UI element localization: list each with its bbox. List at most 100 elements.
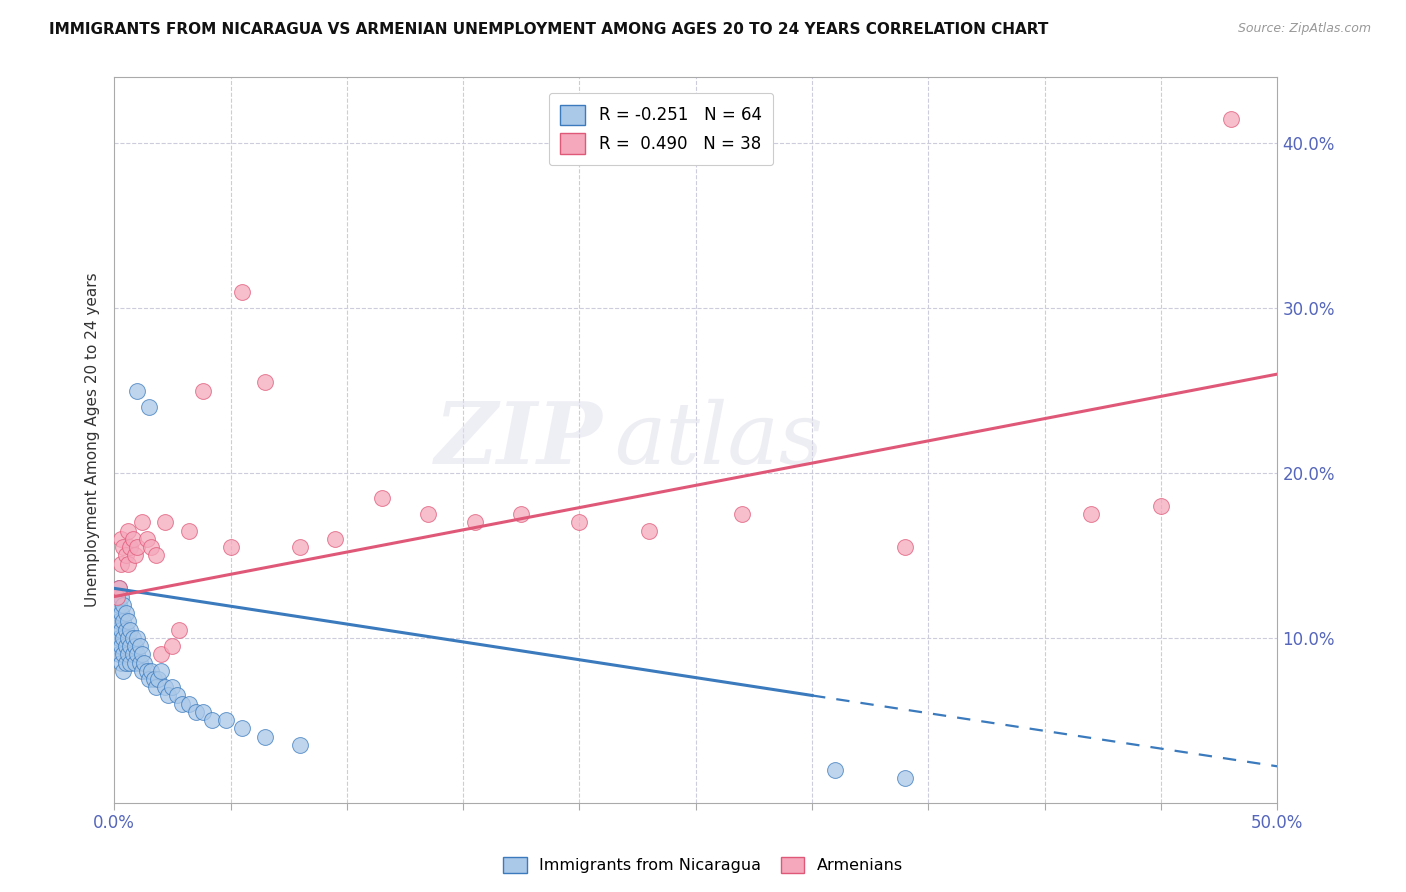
Point [290, 540, 312, 554]
Point [112, 664, 135, 678]
Point [128, 656, 150, 670]
Point [1219, 112, 1241, 126]
Point [114, 639, 136, 653]
Point [114, 656, 136, 670]
Point [112, 540, 135, 554]
Point [114, 623, 136, 637]
Point [510, 507, 533, 521]
Point [112, 598, 135, 612]
Point [155, 516, 177, 530]
Point [141, 664, 163, 678]
Point [141, 540, 163, 554]
Point [110, 557, 132, 571]
Point [177, 524, 200, 538]
Point [370, 491, 392, 505]
Point [162, 639, 184, 653]
Point [138, 672, 160, 686]
Point [323, 532, 346, 546]
Point [149, 647, 172, 661]
Point [112, 631, 135, 645]
Point [110, 623, 132, 637]
Point [131, 664, 153, 678]
Point [127, 540, 149, 554]
Point [219, 540, 242, 554]
Point [162, 680, 184, 694]
Point [114, 606, 136, 620]
Point [110, 656, 132, 670]
Legend: Immigrants from Nicaragua, Armenians: Immigrants from Nicaragua, Armenians [496, 850, 910, 880]
Point [112, 647, 135, 661]
Point [142, 672, 165, 686]
Point [731, 507, 754, 521]
Point [105, 623, 128, 637]
Point [121, 647, 143, 661]
Point [568, 516, 591, 530]
Point [824, 763, 846, 777]
Point [638, 524, 661, 538]
Point [201, 713, 224, 727]
Point [1150, 499, 1173, 513]
Point [191, 705, 214, 719]
Point [184, 705, 207, 719]
Point [131, 516, 153, 530]
Point [254, 376, 277, 390]
Point [254, 730, 277, 744]
Point [131, 647, 153, 661]
Point [156, 689, 179, 703]
Point [894, 540, 917, 554]
Point [148, 672, 170, 686]
Point [418, 507, 440, 521]
Point [120, 639, 142, 653]
Point [145, 549, 167, 563]
Point [121, 631, 143, 645]
Point [117, 557, 139, 571]
Point [170, 697, 193, 711]
Point [464, 516, 486, 530]
Point [120, 540, 142, 554]
Point [138, 400, 160, 414]
Point [121, 532, 143, 546]
Point [108, 647, 131, 661]
Point [108, 615, 131, 629]
Point [231, 285, 253, 299]
Point [105, 639, 128, 653]
Point [124, 549, 146, 563]
Point [169, 623, 191, 637]
Text: IMMIGRANTS FROM NICARAGUA VS ARMENIAN UNEMPLOYMENT AMONG AGES 20 TO 24 YEARS COR: IMMIGRANTS FROM NICARAGUA VS ARMENIAN UN… [49, 22, 1049, 37]
Point [1080, 507, 1102, 521]
Text: atlas: atlas [614, 399, 824, 482]
Legend: R = -0.251   N = 64, R =  0.490   N = 38: R = -0.251 N = 64, R = 0.490 N = 38 [548, 93, 773, 165]
Point [117, 524, 139, 538]
Point [124, 656, 146, 670]
Point [134, 656, 156, 670]
Point [128, 639, 150, 653]
Point [191, 384, 214, 398]
Point [108, 582, 131, 596]
Point [120, 623, 142, 637]
Point [110, 532, 132, 546]
Point [127, 631, 149, 645]
Point [108, 598, 131, 612]
Point [110, 639, 132, 653]
Point [108, 582, 131, 596]
Point [215, 713, 238, 727]
Point [145, 680, 167, 694]
Point [110, 590, 132, 604]
Text: Source: ZipAtlas.com: Source: ZipAtlas.com [1237, 22, 1371, 36]
Point [108, 631, 131, 645]
Y-axis label: Unemployment Among Ages 20 to 24 years: Unemployment Among Ages 20 to 24 years [86, 273, 100, 607]
Point [177, 697, 200, 711]
Text: ZIP: ZIP [434, 398, 603, 482]
Point [127, 647, 149, 661]
Point [894, 771, 917, 785]
Point [149, 664, 172, 678]
Point [105, 590, 128, 604]
Point [110, 606, 132, 620]
Point [105, 606, 128, 620]
Point [135, 664, 157, 678]
Point [117, 647, 139, 661]
Point [127, 384, 149, 398]
Point [112, 615, 135, 629]
Point [155, 680, 177, 694]
Point [124, 639, 146, 653]
